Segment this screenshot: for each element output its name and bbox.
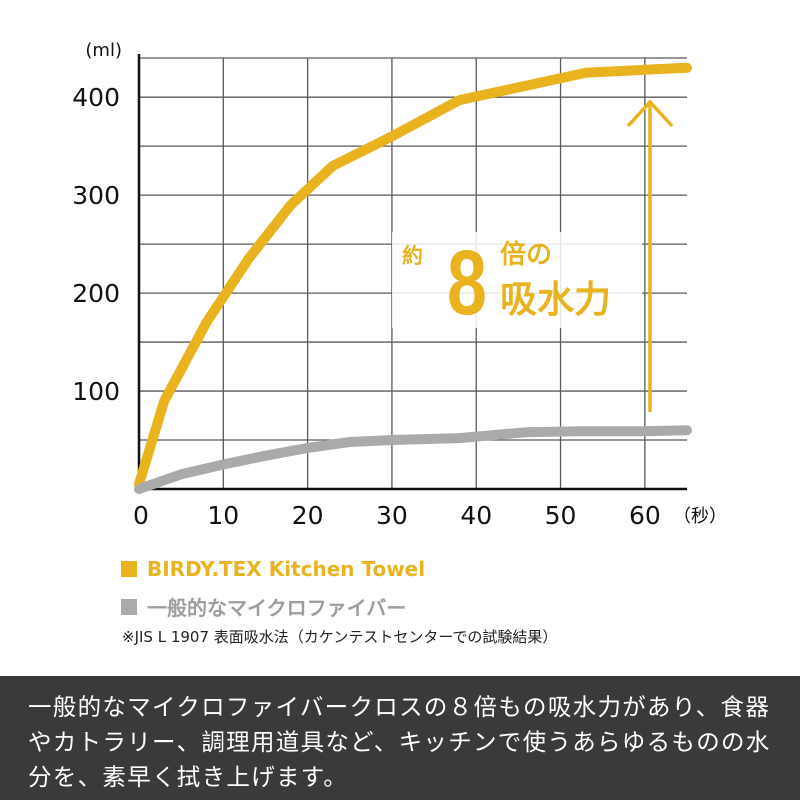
test-method-note: ※JIS L 1907 表面吸水法（カケンテストセンターでの試験結果） <box>122 628 558 646</box>
annotation-suffix-top: 倍の <box>500 239 552 270</box>
x-tick-label: 30 <box>376 501 408 530</box>
description-banner: 一般的なマイクロファイバークロスの８倍もの吸水力があり、食器やカトラリー、調理用… <box>0 676 800 800</box>
annotation-prefix: 約 <box>402 244 423 268</box>
x-tick-label: 60 <box>629 501 661 530</box>
x-tick-label: 20 <box>292 501 324 530</box>
y-axis-label: (ml) <box>85 40 122 61</box>
annotation-number: 8 <box>447 231 487 334</box>
y-tick-label: 300 <box>72 181 120 210</box>
series-line-birdy <box>134 62 692 490</box>
x-tick-label: 10 <box>207 501 239 530</box>
y-tick-label: 100 <box>72 377 120 406</box>
series-line-microfiber <box>134 425 692 494</box>
annotation-background <box>392 232 642 328</box>
annotation-suffix-bottom: 吸水力 <box>500 278 611 321</box>
annotation-arrow-head <box>626 99 674 128</box>
x-tick-label: 0 <box>133 501 149 530</box>
y-tick-label: 200 <box>72 279 120 308</box>
x-tick-label: 40 <box>460 501 492 530</box>
legend-item-microfiber: 一般的なマイクロファイバー <box>121 592 406 621</box>
legend-label-birdy: BIRDY.TEX Kitchen Towel <box>147 557 426 581</box>
description-text: 一般的なマイクロファイバークロスの８倍もの吸水力があり、食器やカトラリー、調理用… <box>28 693 771 791</box>
legend-label-microfiber: 一般的なマイクロファイバー <box>147 596 407 620</box>
legend-swatch-microfiber <box>121 598 137 615</box>
x-axis-label: （秒） <box>673 506 727 527</box>
x-tick-label: 50 <box>545 501 577 530</box>
legend-swatch-birdy <box>121 561 137 577</box>
legend-item-birdy: BIRDY.TEX Kitchen Towel <box>121 557 425 581</box>
y-tick-label: 400 <box>72 83 120 112</box>
